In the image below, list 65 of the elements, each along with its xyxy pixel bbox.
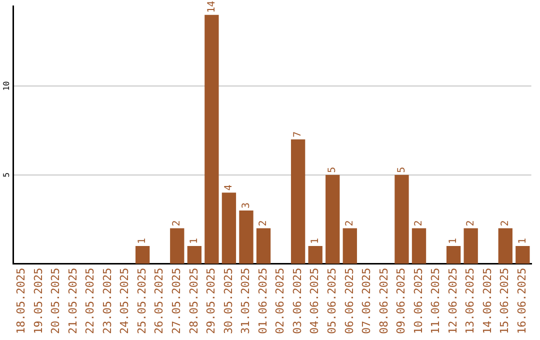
x-tick-label: 13.06.2025 xyxy=(464,268,477,334)
x-tick-label: 07.06.2025 xyxy=(360,268,374,334)
x-tick-label: 18.05.2025 xyxy=(14,268,28,334)
bar xyxy=(135,246,150,264)
data-label: 2 xyxy=(258,220,270,226)
x-tick-label: 09.06.2025 xyxy=(394,268,408,334)
x-tick-label: 23.05.2025 xyxy=(100,268,114,334)
x-tick-label: 06.06.2025 xyxy=(342,268,356,334)
data-label: 5 xyxy=(396,166,408,173)
x-tick-label: 03.06.2025 xyxy=(290,268,304,334)
data-label: 14 xyxy=(206,0,218,13)
data-label: 5 xyxy=(327,166,338,173)
data-label: 2 xyxy=(172,220,183,226)
x-tick-label: 21.05.2025 xyxy=(66,268,80,334)
bar xyxy=(222,192,236,264)
data-label: 3 xyxy=(240,202,252,208)
x-tick-label: 11.06.2025 xyxy=(429,268,442,334)
x-tick-label: 30.05.2025 xyxy=(222,268,235,334)
bar xyxy=(412,228,426,264)
bar xyxy=(516,246,530,264)
data-label: 2 xyxy=(414,220,425,226)
data-label: 7 xyxy=(292,131,304,138)
x-tick-label: 10.06.2025 xyxy=(412,268,425,334)
bar xyxy=(342,228,357,264)
bar xyxy=(464,228,478,264)
bar xyxy=(446,246,461,264)
x-tick-label: 24.05.2025 xyxy=(118,268,132,334)
x-tick-label: 16.06.2025 xyxy=(516,268,529,334)
bar xyxy=(290,139,306,264)
data-label: 2 xyxy=(344,220,356,226)
x-tick-label: 14.06.2025 xyxy=(480,268,494,334)
data-label: 2 xyxy=(465,220,476,226)
x-tick-label: 26.05.2025 xyxy=(152,268,166,334)
data-label: 2 xyxy=(500,220,511,226)
x-tick-label: 19.05.2025 xyxy=(32,268,45,334)
bar xyxy=(187,246,202,264)
x-tick-label: 28.05.2025 xyxy=(187,268,200,334)
bar xyxy=(498,228,512,264)
x-tick-label: 22.05.2025 xyxy=(84,268,97,334)
data-label: 1 xyxy=(189,238,200,244)
y-tick-label: 10 xyxy=(2,81,12,91)
data-label: 1 xyxy=(448,238,460,244)
x-tick-label: 27.05.2025 xyxy=(170,268,183,334)
bar xyxy=(308,246,322,264)
bar xyxy=(326,174,340,264)
x-tick-label: 04.06.2025 xyxy=(308,268,322,334)
x-tick-label: 08.06.2025 xyxy=(377,268,390,334)
bar xyxy=(204,14,219,264)
x-tick-label: 01.06.2025 xyxy=(256,268,270,334)
x-tick-label: 31.05.2025 xyxy=(239,268,252,334)
bar xyxy=(256,228,271,264)
data-label: 4 xyxy=(224,184,235,191)
bar xyxy=(239,210,254,264)
data-label: 1 xyxy=(310,238,321,244)
x-tick-label: 05.06.2025 xyxy=(325,268,338,334)
x-tick-label: 02.06.2025 xyxy=(274,268,287,334)
x-tick-label: 25.05.2025 xyxy=(135,268,148,334)
data-label: 1 xyxy=(517,238,528,244)
x-tick-label: 29.05.2025 xyxy=(204,268,218,334)
x-tick-label: 15.06.2025 xyxy=(498,268,512,334)
x-tick-label: 12.06.2025 xyxy=(446,268,460,334)
x-tick-label: 20.05.2025 xyxy=(49,268,62,334)
bar xyxy=(170,228,184,264)
bar xyxy=(394,174,409,264)
data-label: 1 xyxy=(137,238,148,244)
